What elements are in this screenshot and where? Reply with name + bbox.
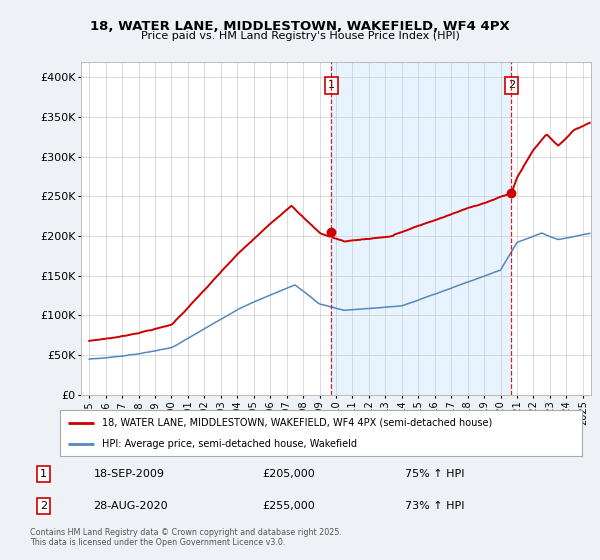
Text: 2: 2 bbox=[508, 81, 515, 90]
Text: 1: 1 bbox=[328, 81, 335, 90]
Text: 75% ↑ HPI: 75% ↑ HPI bbox=[406, 469, 465, 479]
Text: 1: 1 bbox=[40, 469, 47, 479]
Text: 18, WATER LANE, MIDDLESTOWN, WAKEFIELD, WF4 4PX: 18, WATER LANE, MIDDLESTOWN, WAKEFIELD, … bbox=[90, 20, 510, 32]
Text: 2: 2 bbox=[40, 501, 47, 511]
Text: 18, WATER LANE, MIDDLESTOWN, WAKEFIELD, WF4 4PX (semi-detached house): 18, WATER LANE, MIDDLESTOWN, WAKEFIELD, … bbox=[102, 418, 492, 428]
Text: 28-AUG-2020: 28-AUG-2020 bbox=[94, 501, 168, 511]
Text: £255,000: £255,000 bbox=[262, 501, 314, 511]
Text: Price paid vs. HM Land Registry's House Price Index (HPI): Price paid vs. HM Land Registry's House … bbox=[140, 31, 460, 41]
Text: 18-SEP-2009: 18-SEP-2009 bbox=[94, 469, 164, 479]
Bar bbox=[331, 62, 511, 395]
Text: Contains HM Land Registry data © Crown copyright and database right 2025.
This d: Contains HM Land Registry data © Crown c… bbox=[30, 528, 342, 547]
Text: 73% ↑ HPI: 73% ↑ HPI bbox=[406, 501, 465, 511]
Text: £205,000: £205,000 bbox=[262, 469, 314, 479]
Text: HPI: Average price, semi-detached house, Wakefield: HPI: Average price, semi-detached house,… bbox=[102, 439, 357, 449]
